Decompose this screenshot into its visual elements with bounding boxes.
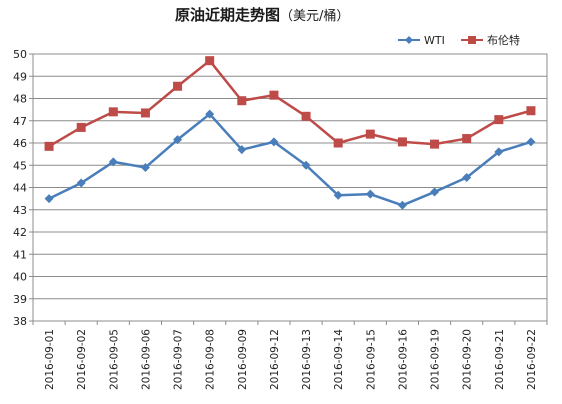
chart-title: 原油近期走势图 (175, 6, 280, 24)
data-point-brent (365, 129, 375, 139)
data-point-wti (526, 137, 536, 147)
legend-label-brent: 布伦特 (487, 33, 520, 47)
legend-label-wti: WTI (424, 34, 445, 47)
series-line-wti (48, 112, 532, 207)
legend-marker-brent (468, 36, 476, 44)
data-point-wti (237, 145, 247, 155)
data-point-wti (140, 162, 150, 172)
x-tick-label: 2016-09-08 (205, 329, 217, 390)
x-tick-label: 2016-09-01 (44, 329, 56, 390)
x-tick-label: 2016-09-16 (397, 329, 409, 390)
x-tick-label: 2016-09-05 (108, 329, 120, 390)
y-tick-label: 42 (13, 226, 27, 239)
y-axis-ticks: 38 39 40 41 42 43 44 45 46 47 48 49 50 (13, 48, 33, 328)
x-tick-label: 2016-09-07 (173, 329, 185, 390)
data-point-wti (365, 189, 375, 199)
data-point-brent (269, 90, 279, 100)
data-point-wti (269, 137, 279, 147)
data-point-brent (430, 139, 440, 149)
data-point-brent (301, 111, 311, 121)
x-tick-label: 2016-09-19 (430, 329, 442, 390)
y-tick-label: 48 (13, 93, 27, 106)
data-point-wti (301, 160, 311, 170)
data-point-brent (526, 106, 536, 116)
x-tick-label: 2016-09-20 (462, 329, 474, 390)
x-tick-label: 2016-09-21 (494, 329, 506, 390)
y-tick-label: 43 (13, 204, 27, 217)
x-tick-label: 2016-09-13 (301, 329, 313, 390)
data-point-brent (462, 134, 472, 144)
data-point-wti (397, 200, 407, 210)
y-tick-label: 45 (13, 159, 27, 172)
y-tick-label: 49 (13, 70, 27, 83)
data-point-brent (397, 137, 407, 147)
data-point-wti (462, 172, 472, 182)
data-point-brent (173, 81, 183, 91)
x-axis-ticks: 2016-09-01 2016-09-02 2016-09-05 2016-09-06… (32, 321, 548, 390)
data-point-brent (494, 115, 504, 125)
data-point-wti (333, 190, 343, 200)
data-point-wti (430, 187, 440, 197)
data-point-brent (108, 107, 118, 117)
data-point-wti (205, 109, 215, 119)
x-tick-label: 2016-09-06 (140, 329, 152, 390)
x-tick-label: 2016-09-22 (526, 329, 538, 390)
data-point-brent (140, 108, 150, 118)
y-tick-label: 40 (13, 271, 27, 284)
legend: WTI 布伦特 (398, 33, 520, 47)
data-point-wti (76, 178, 86, 188)
grid-lines (33, 75, 547, 300)
y-tick-label: 38 (13, 315, 27, 328)
x-tick-label: 2016-09-02 (76, 329, 88, 390)
y-tick-label: 41 (13, 248, 27, 261)
x-tick-label: 2016-09-14 (333, 329, 345, 390)
y-tick-label: 50 (13, 48, 27, 61)
data-point-brent (237, 96, 247, 106)
x-tick-label: 2016-09-15 (365, 329, 377, 390)
data-point-wti (494, 147, 504, 157)
y-tick-label: 46 (13, 137, 27, 150)
legend-marker-wti (405, 36, 413, 44)
data-point-brent (205, 56, 215, 66)
x-tick-label: 2016-09-12 (269, 329, 281, 390)
chart-subtitle: （美元/桶） (280, 9, 349, 24)
y-tick-label: 44 (13, 182, 27, 195)
y-tick-label: 47 (13, 115, 27, 128)
data-point-brent (76, 122, 86, 132)
y-tick-label: 39 (13, 293, 27, 306)
data-point-brent (333, 138, 343, 148)
series-layer (44, 56, 536, 210)
x-tick-label: 2016-09-09 (237, 329, 249, 390)
data-point-brent (44, 141, 54, 151)
data-point-wti (173, 135, 183, 145)
data-point-wti (44, 194, 54, 204)
series-line-brent (48, 59, 532, 148)
data-point-wti (108, 157, 118, 167)
